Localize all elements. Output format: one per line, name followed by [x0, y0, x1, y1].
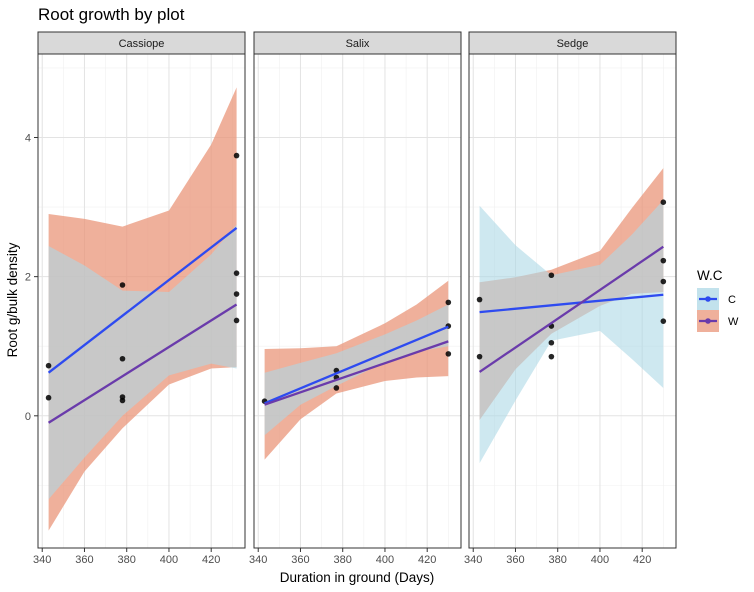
data-point	[548, 272, 555, 279]
confidence-ribbon-c	[48, 224, 237, 500]
data-point	[333, 385, 340, 391]
data-point	[119, 397, 126, 404]
data-point	[45, 362, 52, 369]
facet-cassiope: Cassiope 340 360 380 400 420 0 2 4	[25, 31, 246, 566]
facet-strip-label: Cassiope	[119, 38, 165, 50]
x-tick-label: 400	[376, 554, 394, 566]
x-tick-label: 380	[334, 554, 352, 566]
x-tick-label: 420	[633, 554, 651, 566]
data-point	[233, 317, 240, 324]
x-tick-label: 420	[202, 554, 220, 566]
x-tick-label: 340	[464, 554, 482, 566]
fit-line-w	[264, 340, 449, 406]
facet-strip-label: Sedge	[557, 38, 589, 50]
x-tick-label: 340	[33, 554, 51, 566]
y-tick-label: 2	[25, 272, 31, 284]
data-point	[548, 353, 555, 360]
legend-key-point	[705, 296, 711, 302]
fit-line-c	[264, 325, 449, 405]
x-tick-label: 340	[249, 554, 267, 566]
x-tick-label: 400	[160, 554, 178, 566]
panel-border	[253, 53, 462, 549]
confidence-ribbon-c	[479, 200, 664, 464]
data-point	[119, 282, 126, 288]
data-point	[119, 355, 126, 362]
data-point	[660, 257, 667, 264]
fit-line-w	[47, 303, 238, 424]
panel-border	[468, 53, 677, 549]
fit-line-c	[47, 227, 238, 374]
fit-line-c	[479, 293, 664, 314]
data-point	[476, 353, 483, 360]
x-axis-title: Duration in ground (Days)	[280, 570, 435, 585]
y-tick-label: 4	[25, 132, 31, 144]
legend: W.C CW	[697, 268, 739, 332]
chart-title: Root growth by plot	[38, 5, 185, 24]
legend-item-w: W	[697, 310, 739, 332]
data-point	[233, 270, 240, 276]
x-tick-label: 420	[418, 554, 436, 566]
legend-item-c: C	[697, 288, 736, 310]
facet-panels: Cassiope 340 360 380 400 420 0 2 4 Salix 340 360 380…	[25, 31, 677, 566]
x-tick-label: 360	[75, 554, 93, 566]
facet-strip-label: Salix	[346, 38, 370, 50]
x-tick-label: 380	[549, 554, 567, 566]
fit-line-w	[478, 245, 664, 373]
data-point	[476, 296, 483, 303]
x-tick-label: 400	[591, 554, 609, 566]
y-axis-title: Root g/bulk density	[5, 242, 20, 357]
facet-sedge: Sedge 340 360 380 400 420	[464, 31, 677, 566]
facet-salix: Salix 340 360 380 400 420	[249, 31, 462, 566]
data-point	[660, 199, 667, 205]
panel-border	[37, 53, 246, 549]
x-tick-label: 360	[291, 554, 309, 566]
x-tick-label: 360	[506, 554, 524, 566]
data-point	[45, 394, 52, 401]
data-point	[445, 351, 452, 357]
data-point	[233, 152, 240, 159]
confidence-ribbon-c	[264, 304, 449, 436]
data-point	[233, 291, 240, 297]
legend-label: W	[728, 316, 739, 328]
legend-key-point	[705, 318, 711, 324]
data-point	[660, 278, 667, 285]
data-point	[660, 318, 667, 324]
legend-label: C	[728, 294, 736, 306]
x-tick-label: 380	[118, 554, 136, 566]
y-tick-label: 0	[25, 411, 31, 423]
legend-title: W.C	[697, 268, 723, 283]
data-point	[548, 339, 555, 346]
data-point	[445, 299, 452, 306]
